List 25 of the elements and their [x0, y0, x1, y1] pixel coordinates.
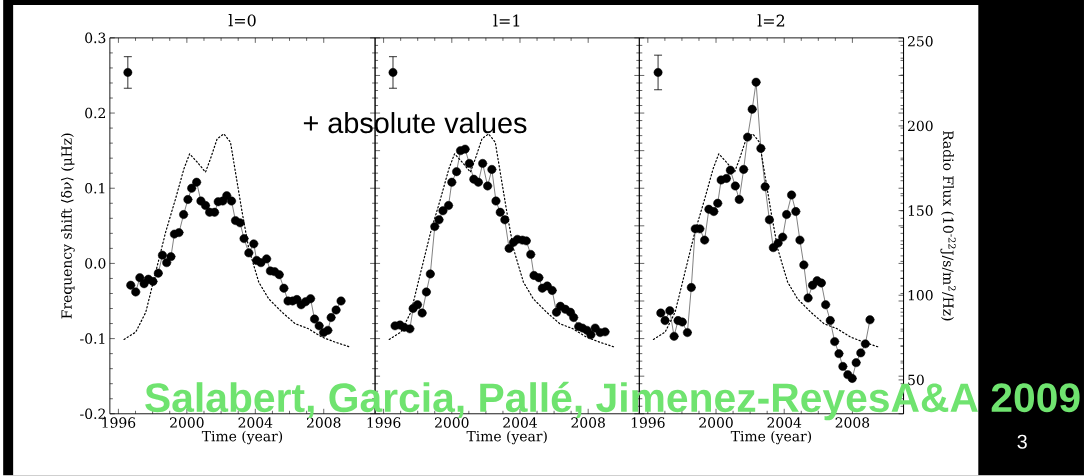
x-tick-label: 2000	[435, 417, 469, 429]
y2-tick-label: 250	[908, 36, 933, 47]
text: 3	[1017, 434, 1027, 449]
x-axis-title: Time (year)	[466, 430, 547, 445]
y2-tick-label: 100	[908, 290, 933, 301]
y-tick-label: -0.1	[80, 333, 105, 345]
y-tick-label: 0.3	[85, 32, 106, 44]
x-axis-title: Time (year)	[201, 430, 283, 445]
chart-title: l=2	[757, 14, 785, 27]
x-tick-label: 1996	[102, 417, 136, 429]
chart-title: l=1	[493, 14, 520, 27]
y2-tick-label: 200	[908, 120, 933, 132]
y-tick-label: 0.0	[85, 258, 106, 269]
y-tick-label: 0.2	[85, 107, 105, 119]
x-tick-label: 2008	[307, 417, 341, 429]
y2-tick-label: 150	[908, 205, 933, 217]
x-tick-label: 1996	[367, 417, 401, 429]
chart-title: l=0	[228, 14, 256, 27]
y-tick-label: 0.1	[85, 183, 105, 194]
x-tick-label: 2004	[503, 417, 537, 429]
y2-axis-title: Radio Flux (10$^{-22}$J/s/m$^{2}$/Hz)	[940, 131, 956, 321]
y-axis-title: Frequency shift ⟨δν⟩ (μHz)	[60, 133, 75, 319]
x-tick-label: 2004	[238, 417, 273, 429]
x-axis-title: Time (year)	[730, 430, 812, 445]
y-tick-label: -0.2	[80, 408, 105, 420]
